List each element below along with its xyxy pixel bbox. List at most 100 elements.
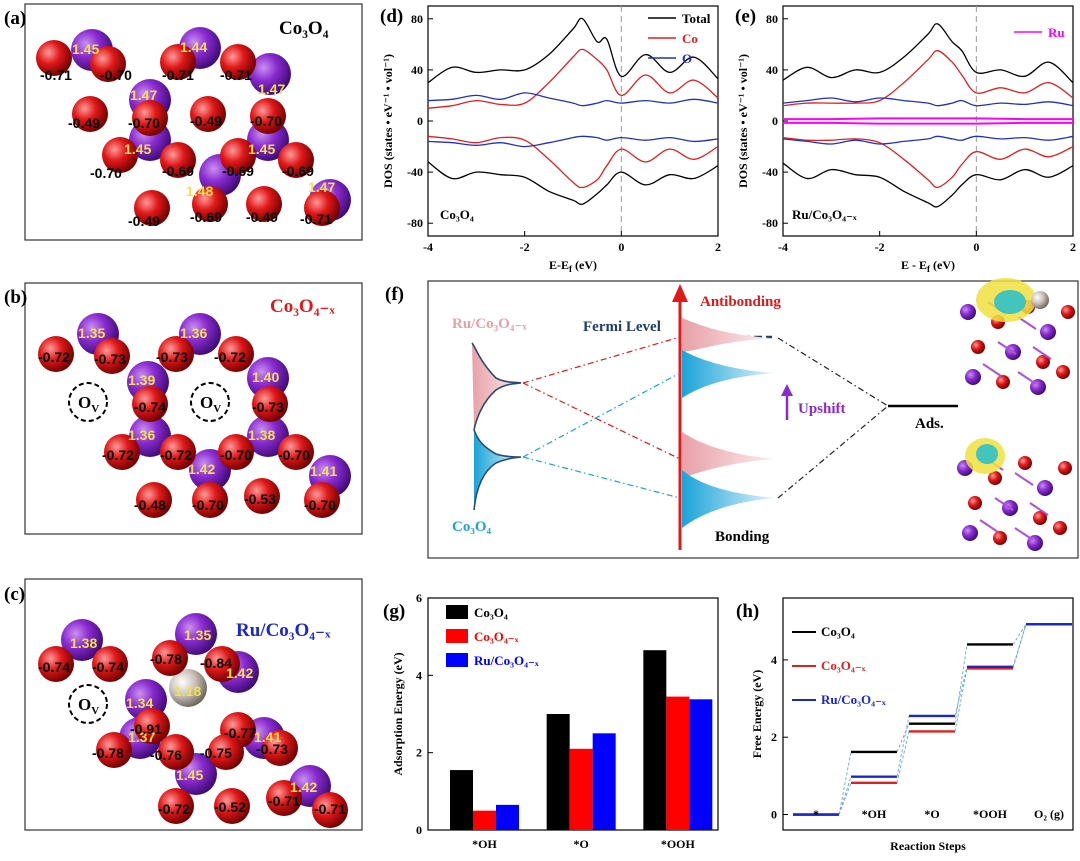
o-atom (312, 792, 348, 828)
o-atom (1036, 355, 1050, 369)
chart-annotation: Ru/Co₃O₄₋ₓ (792, 207, 857, 222)
legend-entry: Co₃O₄ (474, 605, 508, 620)
o-atom (304, 482, 340, 518)
o-charge-label: -0.73 (256, 741, 288, 757)
x-tick-label: -2 (520, 240, 530, 254)
bar-2-1 (666, 696, 690, 830)
panel-f: (f) Ru/Co₃O₄₋ₓ Co₃O₄ Antibonding Fermi L… (385, 278, 1079, 559)
ru-co3o4x-label: Ru/Co₃O₄₋ₓ (452, 316, 527, 332)
o-charge-label: -0.78 (150, 651, 182, 667)
panel-f-frame (427, 280, 1079, 559)
o-atom (92, 646, 128, 682)
o-atom (72, 96, 108, 132)
o-charge-label: -0.73 (252, 399, 284, 415)
o-atom (304, 190, 340, 226)
fermi-level-label: Fermi Level (583, 319, 661, 335)
o-atom (244, 478, 280, 514)
co-charge-label: 1.42 (290, 779, 317, 795)
co-charge-label: 1.44 (180, 39, 207, 55)
o-atom (38, 336, 74, 372)
o-charge-label: -0.52 (214, 799, 246, 815)
y-axis-label: DOS (states • eV⁻¹ • vol⁻¹) (381, 54, 395, 188)
o-atom (134, 708, 170, 744)
x-tick-label: 0 (618, 240, 624, 254)
step-label: O₂ (g) (1034, 807, 1064, 821)
o-charge-label: -0.53 (244, 491, 276, 507)
legend-entry: Co₃O₄ (821, 624, 855, 639)
y-tick-label: 6 (416, 591, 422, 605)
panel-b-label: (b) (4, 287, 27, 308)
o-atom (968, 496, 982, 510)
step-label: *OH (862, 807, 887, 821)
left-dos-peaks (471, 342, 522, 511)
legend-entry: Ru/Co₃O₄₋ₓ (821, 692, 886, 707)
pink-peak-outline (471, 342, 522, 431)
o-atom (158, 788, 194, 824)
adsorption-bar-chart: (g) *OH *O *OOH 0 2 4 6 Adsorption Energy (eV) Co… (383, 591, 719, 851)
x-axis-label: E-Ef (eV) (549, 258, 597, 274)
x-tick-label: 0 (973, 240, 979, 254)
dos-line-co-down (782, 136, 1074, 189)
o-charge-label: -0.73 (94, 351, 126, 367)
dos-line-total-down (782, 162, 1074, 208)
panel-a: (a) Co₃O₄ 1.45 1.441.47 1.471.45 1.451.48 1.… (4, 3, 363, 241)
co-charge-label: 1.36 (180, 325, 207, 341)
y-tick-label: -40 (762, 165, 778, 179)
y-tick-label: 4 (416, 668, 422, 682)
dos-line-total-up (782, 23, 1074, 84)
o-charge-label: -0.72 (214, 349, 246, 365)
o-charge-label: -0.71 (220, 67, 252, 83)
o-atom (158, 336, 194, 372)
y-tick-label: 0 (416, 823, 422, 837)
co-charge-label: 1.35 (78, 325, 105, 341)
category-label: *OOH (661, 837, 696, 851)
o-atom (160, 44, 196, 80)
o-charge-label: -0.72 (158, 801, 190, 817)
co-charge-label: 1.47 (258, 81, 285, 97)
o-atom (1018, 456, 1032, 470)
panel-b: (b) Co₃O₄₋ₓ OV OV1.35 1.361.39 1.401.36 1.38… (4, 282, 363, 535)
bond (1032, 346, 1052, 360)
link-blue-antibonding (522, 372, 681, 458)
o-atom (160, 142, 196, 178)
co-atom (1040, 324, 1056, 340)
panel-c-label: (c) (4, 584, 25, 605)
bar-0-1 (473, 810, 496, 830)
o-charge-label: -0.78 (92, 745, 124, 761)
o-atom (262, 730, 298, 766)
co-charge-label: 1.38 (248, 427, 275, 443)
step-label: * (813, 807, 819, 821)
co-atom (962, 525, 978, 541)
bond (1014, 472, 1034, 486)
o-atom (988, 471, 1002, 485)
co-charge-label: 1.41 (310, 463, 337, 479)
o-atom (218, 336, 254, 372)
bar-1-1 (569, 748, 593, 830)
co-charge-label: 1.48 (186, 183, 213, 199)
chart-annotation: Co₃O₄ (440, 207, 474, 222)
o-charge-label: -0.74 (38, 659, 70, 675)
o-charge-label: -0.70 (192, 497, 224, 513)
bar-0-0 (450, 770, 473, 830)
o-charge-label: -0.49 (68, 115, 100, 131)
o-atom (134, 190, 170, 226)
o-atom (996, 375, 1010, 389)
o-charge-label: -0.73 (156, 349, 188, 365)
o-charge-label: -0.71 (40, 67, 72, 83)
co-charge-label: 1.18 (174, 683, 201, 699)
bar-1-2 (592, 733, 616, 830)
bar-2-2 (689, 699, 713, 830)
bonding-blue-peak (682, 470, 775, 528)
co-atom (960, 304, 976, 320)
o-charge-label: -0.69 (222, 163, 254, 179)
dos-line-total-up (427, 17, 719, 84)
dos-line-co-up (782, 50, 1074, 107)
o-atom (1053, 521, 1067, 535)
panel-b-title: Co₃O₄₋ₓ (270, 296, 335, 317)
o-charge-label: -0.71 (162, 67, 194, 83)
o-charge-label: -0.70 (100, 67, 132, 83)
antibonding-blue-peak (682, 350, 775, 398)
o-atom (190, 96, 226, 132)
oxygen-vacancy-marker (190, 382, 230, 422)
center-dos-peaks (682, 318, 775, 528)
